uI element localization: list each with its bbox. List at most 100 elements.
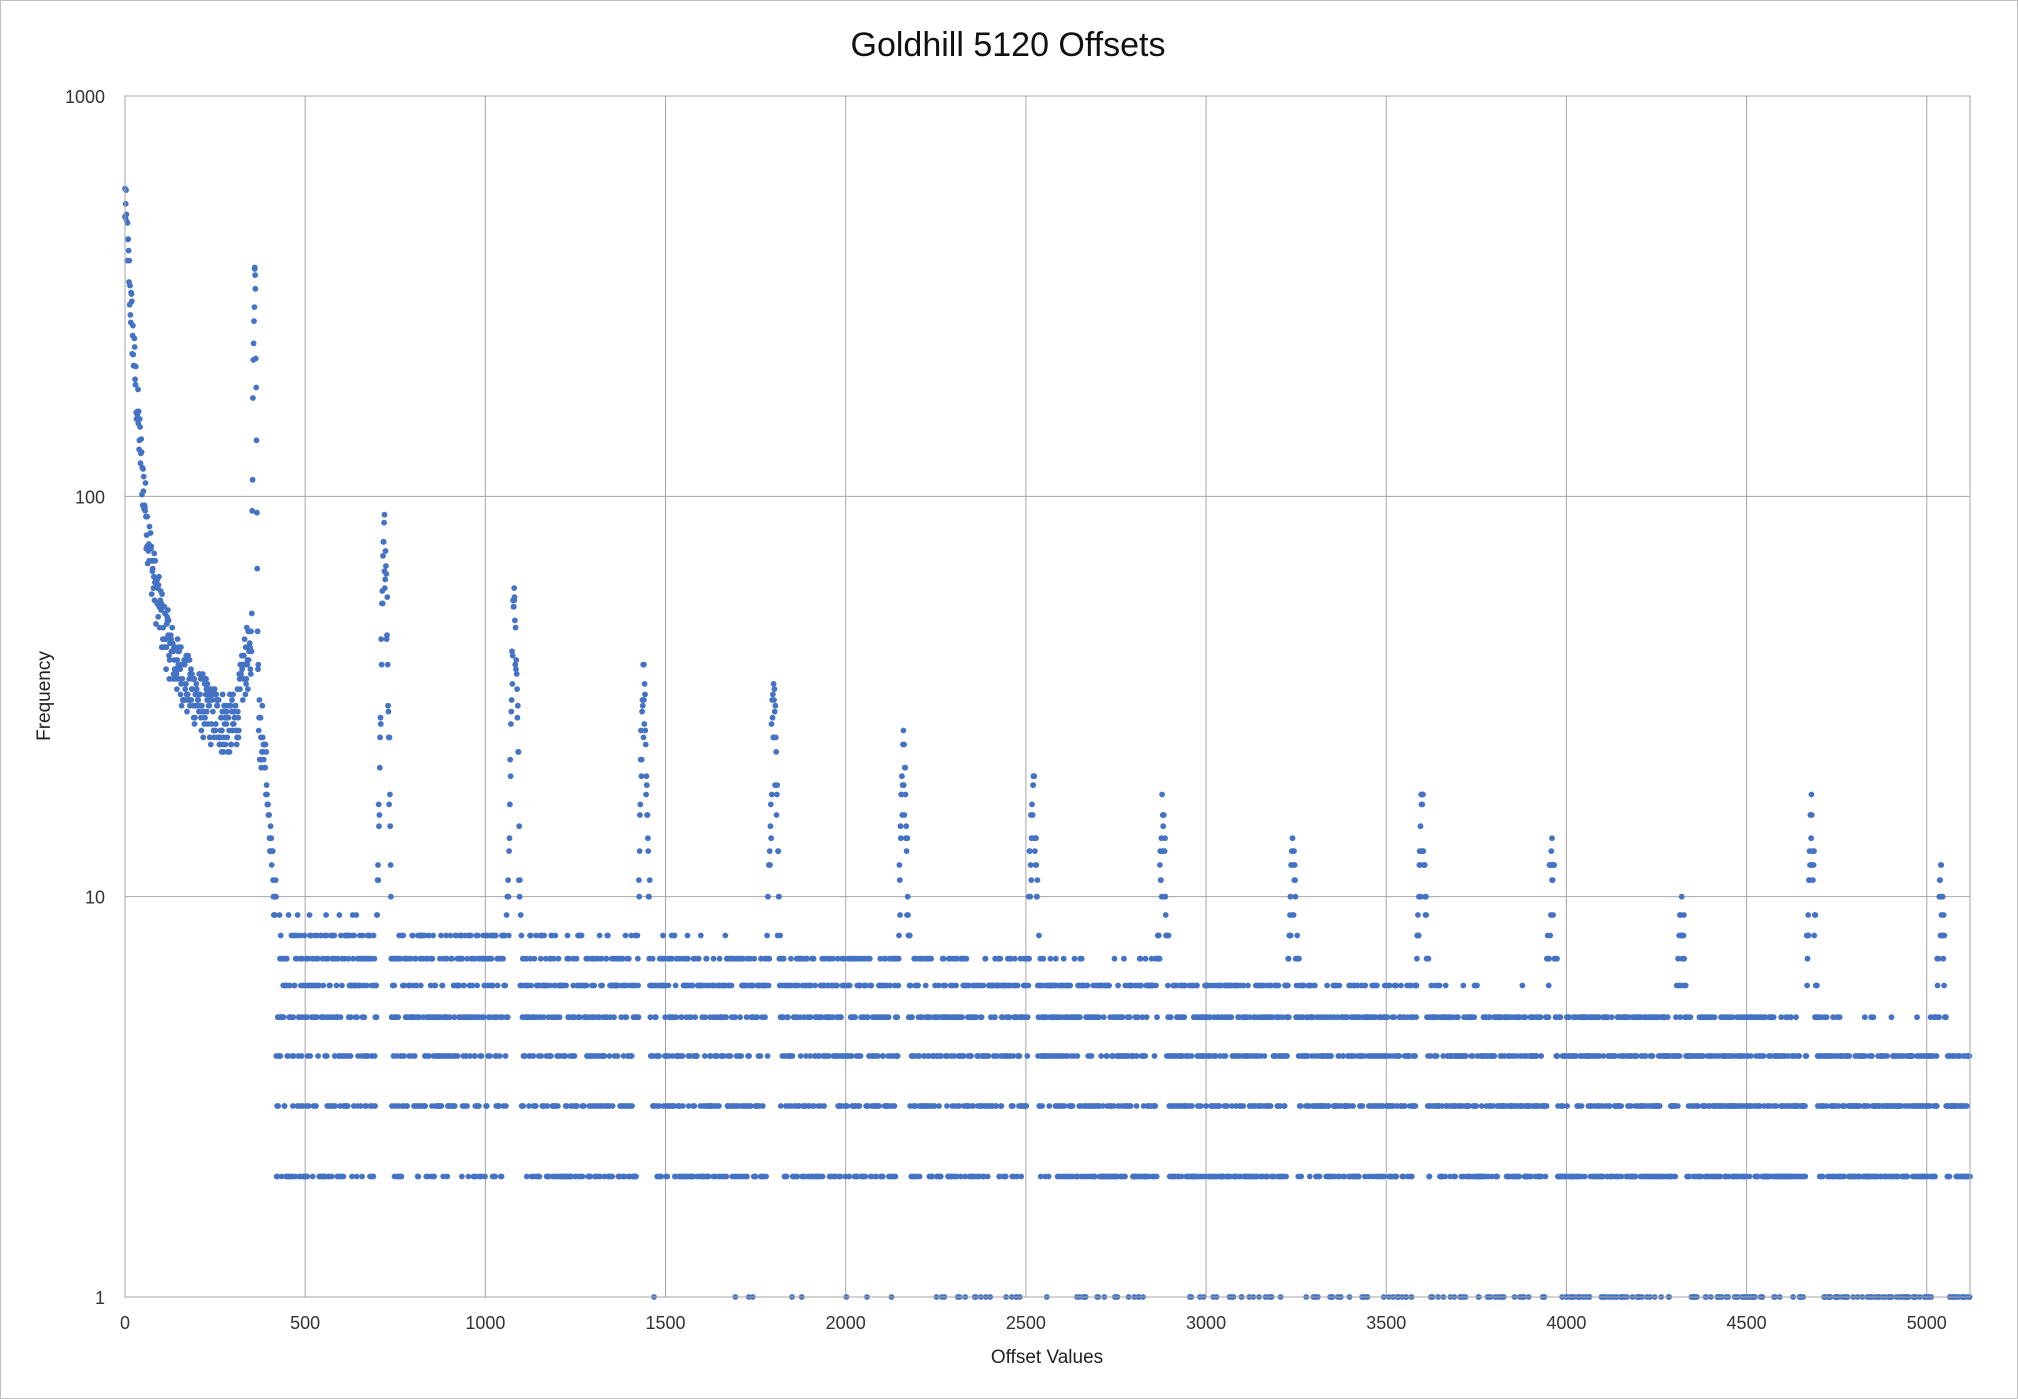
data-point [1324,982,1330,989]
data-point [1127,1103,1134,1109]
data-point [679,1053,686,1059]
data-point [198,727,205,734]
data-point [538,1053,545,1059]
data-point [186,657,193,663]
data-point [1109,1053,1116,1059]
data-point [1111,1103,1118,1109]
data-point [385,702,391,709]
data-point [1884,1053,1890,1059]
data-point [788,955,794,962]
data-point [181,661,188,668]
data-point [846,1173,853,1180]
data-point [722,932,729,939]
data-point [159,591,166,597]
data-point [148,591,155,597]
data-point [124,220,131,226]
data-point [241,652,247,659]
data-point [1287,893,1294,900]
data-point [149,565,156,572]
data-point [410,932,416,939]
data-point [767,862,773,868]
data-point [621,1173,628,1180]
data-point [639,702,646,709]
data-point [191,721,198,727]
data-point [643,782,650,788]
data-point [490,982,496,989]
data-point [156,573,162,580]
data-point [325,955,331,962]
data-point [237,686,243,692]
data-point [1040,955,1047,962]
data-point [464,955,471,962]
data-point [404,1103,411,1109]
data-point [1297,1103,1304,1109]
data-point [320,982,327,989]
data-point [679,1103,686,1109]
data-point [338,932,344,939]
data-point [146,523,153,530]
data-point [746,1053,752,1059]
data-point [142,507,149,514]
data-point [701,1053,708,1059]
data-point [148,543,155,550]
data-point [248,648,255,655]
data-point [281,1103,288,1109]
data-point [272,877,279,883]
data-point [1268,982,1274,989]
data-point [251,304,258,310]
data-point [1157,862,1163,868]
data-point [980,1173,987,1180]
data-point [873,1173,880,1180]
data-point [562,1053,569,1059]
data-point [770,691,776,698]
data-point [248,610,255,617]
data-point [135,386,141,393]
data-point [195,697,202,703]
data-point [487,1053,493,1059]
data-point [375,801,382,808]
data-point [1154,1014,1160,1021]
data-point [897,912,903,918]
data-point [1350,1103,1356,1109]
data-point [140,466,146,472]
data-point [904,893,911,900]
data-point [1159,791,1165,798]
data-point [1281,1103,1288,1109]
data-point [573,955,580,962]
data-point [387,791,393,798]
data-point [247,671,254,677]
data-point [228,741,235,748]
data-point [398,1173,405,1180]
data-point [287,982,293,989]
data-point [377,714,384,721]
data-point [773,749,780,755]
data-point [203,676,210,682]
data-point [514,686,520,692]
data-point [1240,982,1247,989]
data-point [155,582,162,588]
data-point [877,955,884,962]
data-point [1194,982,1200,989]
data-point [297,932,304,939]
data-point [656,1103,663,1109]
data-point [1341,1173,1347,1180]
data-point [142,480,149,486]
data-point [1016,1053,1023,1059]
data-point [1681,955,1688,962]
data-point [728,982,735,989]
data-point [1069,1103,1076,1109]
data-point [1100,1014,1107,1021]
data-point [638,727,644,734]
data-point [461,982,467,989]
data-point [830,955,836,962]
data-point [1222,1053,1229,1059]
data-point [1006,1014,1013,1021]
data-point [193,681,200,687]
data-point [759,1103,766,1109]
data-point [189,686,196,692]
data-point [762,1014,768,1021]
data-point [808,982,814,989]
data-point [797,1053,804,1059]
data-point [903,848,910,854]
data-point [459,1173,465,1180]
